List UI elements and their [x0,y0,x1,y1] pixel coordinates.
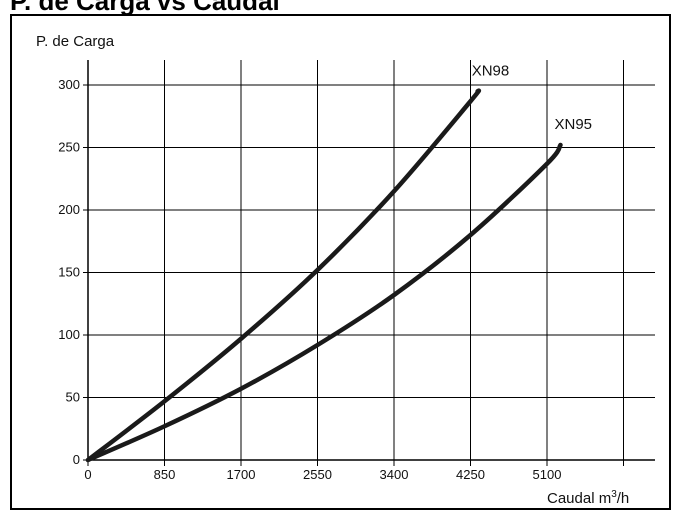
series-line-xn98 [85,88,482,463]
x-tick-label: 3400 [380,467,409,482]
y-axis-label: P. de Carga [36,33,115,50]
x-axis-label: Caudal m3/h [547,489,629,507]
x-tick-label: 2550 [303,467,332,482]
chart-title: P. de Carga vs Caudal [10,0,280,16]
x-tick-label: 1700 [227,467,256,482]
series-label-xn98: XN98 [472,62,510,79]
grid-lines [88,60,655,460]
x-tick-label: 5100 [533,467,562,482]
series-lines [85,88,563,463]
y-tick-label: 0 [73,452,80,467]
axes [83,60,655,466]
y-tick-label: 50 [66,390,80,405]
series-labels: XN98 XN95 [472,62,592,133]
y-tick-label: 300 [58,77,80,92]
y-tick-label: 150 [58,265,80,280]
chart-frame [10,14,671,510]
y-tick-label: 200 [58,202,80,217]
y-tick-label: 250 [58,140,80,155]
y-tick-label: 100 [58,327,80,342]
x-axis-label-tail: /h [617,490,630,507]
x-tick-label: 4250 [456,467,485,482]
tick-labels: 0 50 100 150 200 250 300 0 850 1700 2550 3400 4250 51… [58,77,561,482]
x-axis-label-sup: 3 [611,489,617,500]
series-label-xn95: XN95 [555,116,593,133]
series-line-xn95 [85,142,563,463]
x-tick-label: 0 [84,467,91,482]
x-tick-label: 850 [154,467,176,482]
x-axis-label-base: Caudal m [547,490,611,507]
